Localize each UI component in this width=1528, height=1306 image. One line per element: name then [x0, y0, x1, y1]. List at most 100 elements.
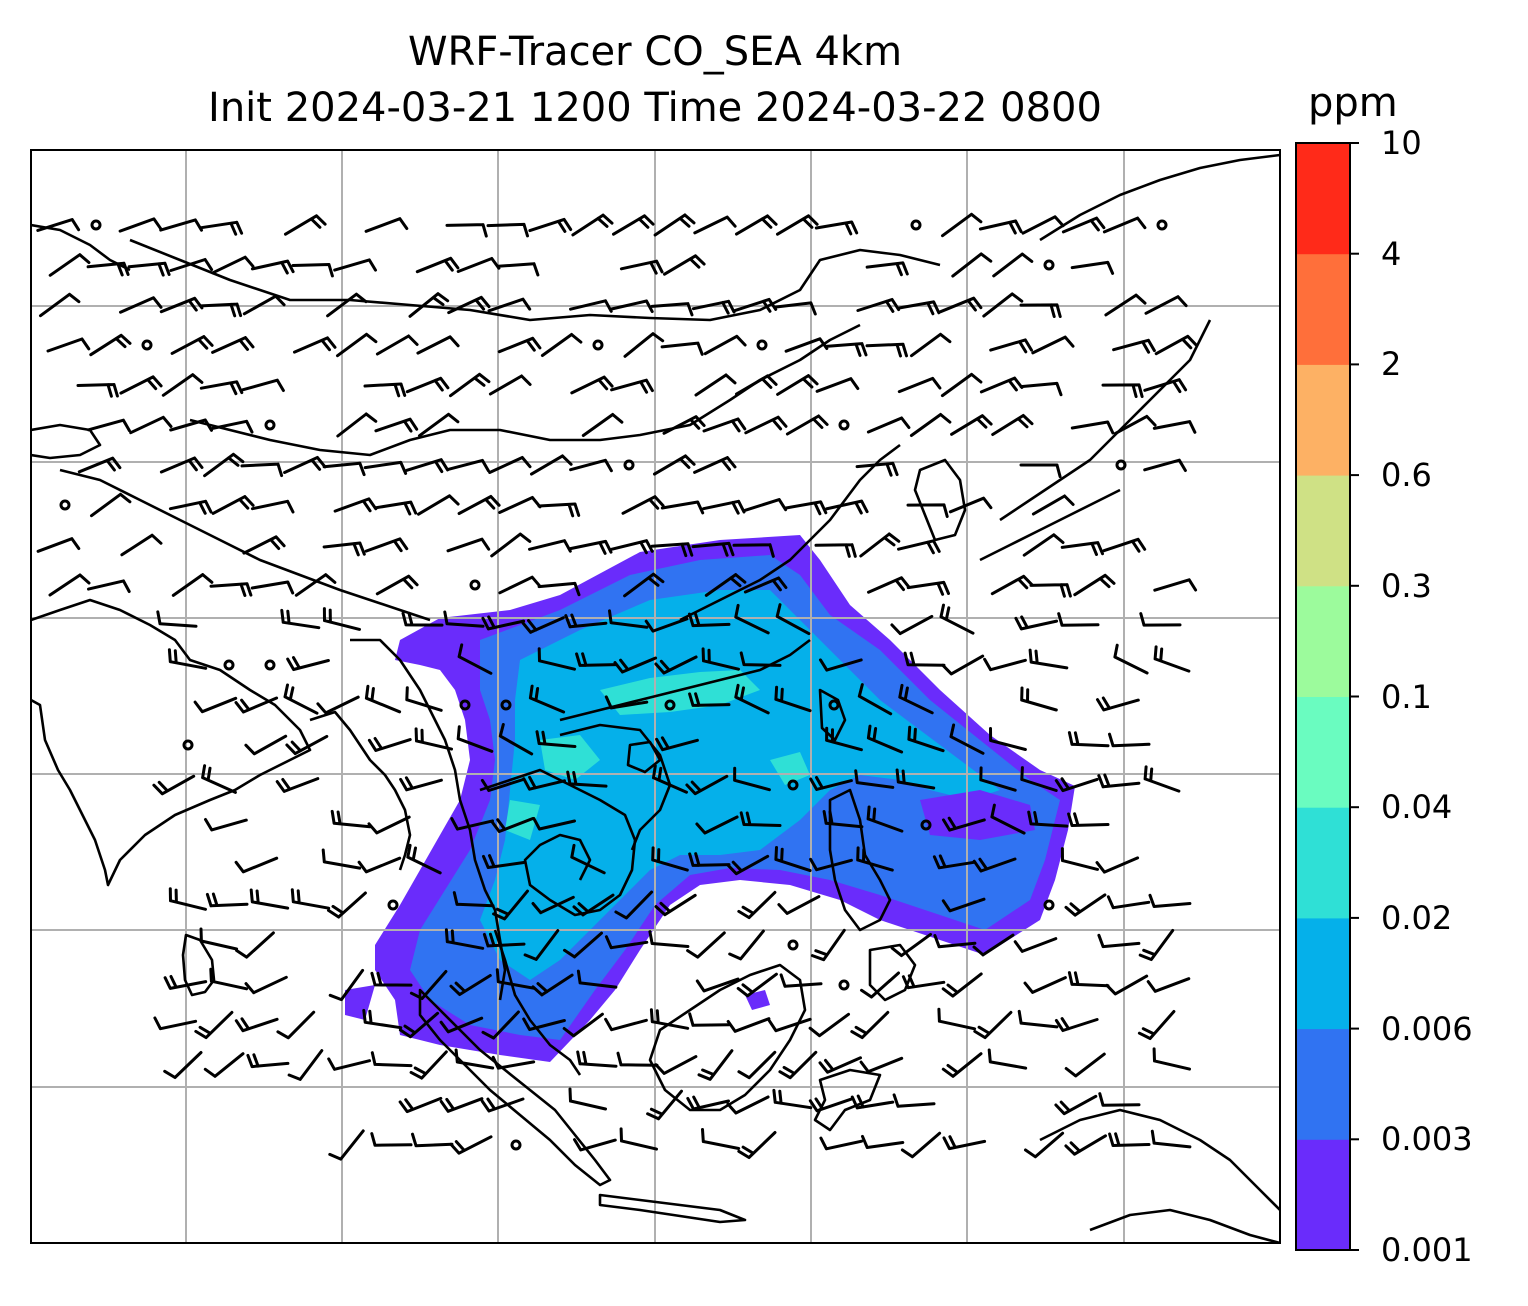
wind-barb — [498, 575, 542, 595]
wind-barb — [171, 573, 214, 597]
coast-china-east — [679, 443, 901, 622]
wind-barb — [867, 576, 911, 594]
wind-barb — [322, 461, 366, 477]
wind-barb — [211, 495, 255, 515]
colorbar-band — [1296, 475, 1350, 587]
wind-barb — [168, 887, 207, 911]
wind-barb — [199, 927, 239, 951]
wind-barb — [983, 657, 1027, 672]
wind-barb — [610, 378, 654, 394]
wind-barb — [903, 651, 946, 667]
wind-barb — [777, 895, 821, 915]
coast-japan — [999, 319, 1212, 522]
wind-barb — [87, 418, 131, 433]
wind-barb — [703, 334, 747, 356]
wind-barb — [364, 537, 409, 553]
calm-wind-marker — [828, 699, 840, 711]
wind-barb — [209, 419, 254, 434]
wind-barb — [234, 1017, 279, 1033]
wind-barb — [572, 893, 615, 917]
wind-barb — [783, 500, 828, 516]
wind-barb — [728, 929, 765, 961]
colorbar-band — [1296, 696, 1350, 808]
wind-barb — [411, 1132, 454, 1148]
wind-barb — [950, 414, 993, 436]
wind-barb — [290, 888, 331, 910]
wind-barb — [810, 928, 846, 962]
wind-barb — [1144, 295, 1188, 315]
wind-barb — [604, 695, 649, 710]
wind-barb — [865, 261, 909, 277]
wind-barb — [743, 576, 788, 594]
coast-sri-lanka — [181, 933, 216, 997]
plume-band-0.006 — [480, 590, 1000, 980]
wind-barb — [161, 373, 204, 397]
wind-barb — [439, 1097, 484, 1113]
wind-barb — [892, 1093, 936, 1108]
wind-barb — [203, 1052, 245, 1078]
wind-barb — [737, 890, 777, 920]
wind-barb — [619, 259, 664, 275]
coast-korea — [913, 458, 967, 542]
wind-barb — [194, 1010, 234, 1040]
wind-barb — [941, 212, 983, 238]
wind-barb — [649, 1008, 690, 1030]
colorbar-tick-label: 0.001 — [1381, 1231, 1473, 1269]
wind-barb — [809, 857, 853, 872]
wind-barb — [568, 539, 613, 555]
wind-barb — [581, 413, 624, 437]
wind-barb — [704, 573, 747, 597]
wind-barb — [1024, 1131, 1065, 1159]
wind-barb — [660, 500, 705, 515]
wind-barb — [733, 766, 771, 792]
wind-barb — [655, 736, 699, 752]
wind-barb — [1060, 541, 1104, 556]
wind-barb — [487, 297, 532, 313]
wind-barb — [688, 692, 731, 707]
colorbar-band — [1296, 807, 1350, 919]
wind-barb — [570, 375, 614, 395]
wind-barb — [409, 1050, 448, 1080]
wind-barb — [576, 1050, 618, 1068]
wind-barb — [941, 897, 986, 913]
wind-barb — [824, 342, 868, 357]
wind-barb — [735, 214, 778, 236]
wind-barb — [623, 332, 665, 358]
wind-barb — [941, 1052, 983, 1078]
wind-barb — [401, 611, 444, 627]
wind-barb — [244, 734, 288, 756]
colorbar-tick-label: 4 — [1381, 234, 1402, 273]
wind-barb — [443, 610, 485, 628]
wind-barb — [244, 975, 288, 995]
wind-barb — [364, 217, 409, 233]
wind-barb — [898, 683, 934, 715]
colorbar-tick-label: 10 — [1381, 124, 1422, 162]
wind-barb — [199, 302, 243, 318]
wind-barb — [457, 495, 501, 515]
wind-barb — [663, 254, 706, 276]
wind-barb — [866, 805, 904, 833]
wind-barb — [203, 452, 245, 478]
wind-barb — [890, 614, 934, 636]
coast-myanmar — [350, 638, 507, 1001]
wind-barb — [250, 259, 295, 275]
wind-barb — [76, 383, 119, 398]
wind-barb — [398, 1096, 443, 1114]
wind-barb — [850, 1010, 890, 1040]
wind-barb — [566, 770, 608, 788]
wind-barb — [36, 537, 81, 553]
calm-wind-marker — [59, 499, 71, 511]
wind-barb — [1013, 937, 1058, 953]
wind-barb — [610, 539, 654, 555]
wind-barb — [293, 336, 337, 354]
wind-barb — [737, 1131, 777, 1159]
wind-barb — [897, 539, 941, 555]
wind-barb — [87, 579, 131, 593]
wind-barb — [452, 891, 495, 908]
wind-barb — [363, 382, 407, 398]
wind-barb — [623, 572, 665, 598]
calm-wind-marker — [1115, 459, 1127, 471]
wind-barb — [701, 647, 740, 671]
wind-barb — [1096, 696, 1140, 712]
wind-barb — [242, 294, 286, 316]
